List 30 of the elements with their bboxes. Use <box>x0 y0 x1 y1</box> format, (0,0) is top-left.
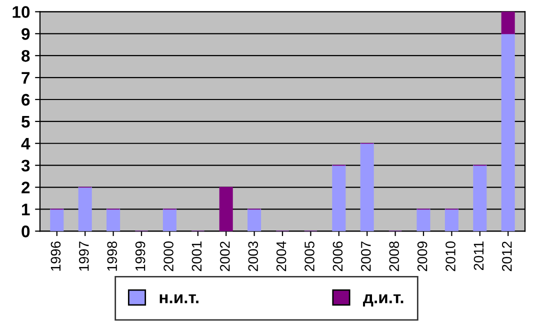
x-tick-label: 2000 <box>164 241 174 272</box>
x-tick-label: 2005 <box>304 241 314 272</box>
y-tick-label: 5 <box>22 116 30 128</box>
x-tick-label: 2012 <box>502 242 512 272</box>
y-tick-label: 2 <box>22 182 30 194</box>
x-tick-label: 2002 <box>220 242 230 272</box>
x-tick-label: 1997 <box>78 242 89 271</box>
y-tick-label: 6 <box>22 94 30 106</box>
x-tick-label: 2009 <box>417 242 428 272</box>
legend-label: д.и.т. <box>363 294 404 306</box>
x-tick-label: 2011 <box>474 242 484 270</box>
x-tick-label: 2006 <box>332 241 343 272</box>
x-tick-label: 1998 <box>107 241 118 271</box>
y-tick-label: 1 <box>22 204 30 216</box>
y-tick-label: 3 <box>21 160 30 172</box>
x-tick-label: 1996 <box>50 241 61 271</box>
legend-label: н.и.т. <box>160 294 198 304</box>
x-tick-label: 2010 <box>446 241 456 272</box>
y-tick-label: 10 <box>12 6 30 18</box>
y-tick-label: 4 <box>21 138 30 150</box>
x-tick-label: 2004 <box>276 241 286 272</box>
y-tick-label: 9 <box>22 28 30 40</box>
x-tick-label: 2007 <box>360 242 371 272</box>
x-tick-label: 1999 <box>135 242 146 271</box>
x-tick-label: 2008 <box>389 241 400 272</box>
x-tick-label: 2001 <box>192 242 202 272</box>
y-tick-label: 7 <box>22 72 30 84</box>
y-tick-label: 0 <box>22 226 30 238</box>
x-tick-label: 2003 <box>248 241 258 272</box>
y-tick-label: 8 <box>22 50 30 62</box>
